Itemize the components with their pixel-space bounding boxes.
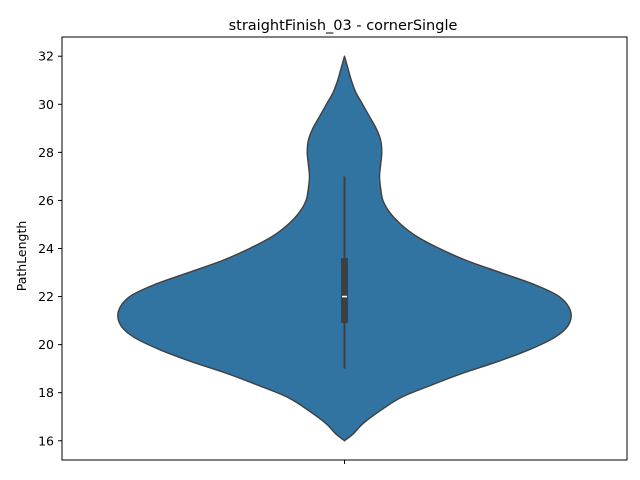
y-tick-label: 22 [38, 289, 54, 304]
y-tick-label: 26 [38, 193, 54, 208]
y-tick-label: 30 [38, 97, 54, 112]
iqr-box [341, 258, 348, 324]
y-tick-label: 18 [38, 385, 54, 400]
chart-title: straightFinish_03 - cornerSingle [229, 18, 458, 34]
y-tick-label: 32 [38, 49, 54, 64]
y-tick-label: 20 [38, 337, 54, 352]
y-tick-label: 24 [38, 241, 54, 256]
y-tick-label: 16 [38, 433, 54, 448]
y-tick-label: 28 [38, 145, 54, 160]
box-layer [341, 176, 348, 369]
axes-layer: 16 18 20 22 24 26 28 30 32 [38, 36, 628, 464]
y-axis-label: PathLength [14, 221, 29, 292]
